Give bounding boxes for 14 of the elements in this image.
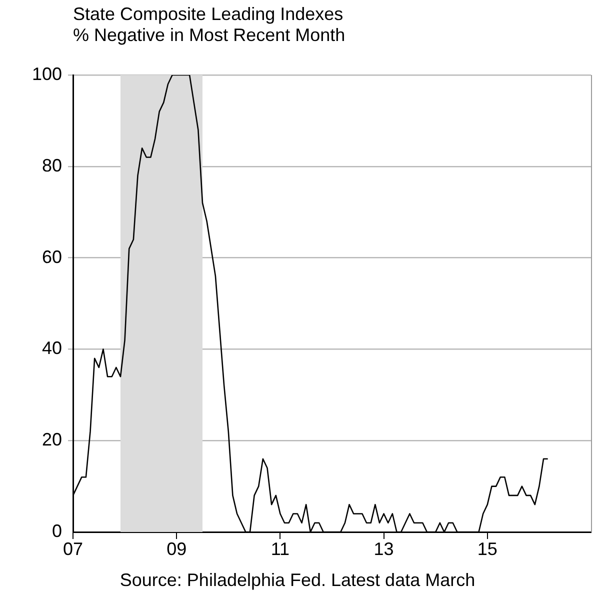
y-tick-label: 40: [42, 338, 62, 358]
x-tick-label: 13: [374, 538, 394, 559]
y-tick-label: 20: [42, 430, 62, 450]
x-tick-label: 09: [166, 538, 187, 559]
chart-title: State Composite Leading Indexes: [73, 4, 344, 25]
y-tick-label: 60: [42, 246, 62, 267]
chart-subtitle: % Negative in Most Recent Month: [73, 25, 346, 46]
x-tick-label: 15: [477, 538, 498, 559]
x-tick-label: 07: [62, 538, 84, 559]
y-tick-label: 80: [42, 155, 62, 176]
source-note: Source: Philadelphia Fed. Latest data March: [118, 570, 476, 591]
y-tick-label: 0: [52, 520, 62, 541]
x-tick-label: 11: [270, 538, 290, 559]
y-tick-label: 100: [32, 64, 62, 84]
